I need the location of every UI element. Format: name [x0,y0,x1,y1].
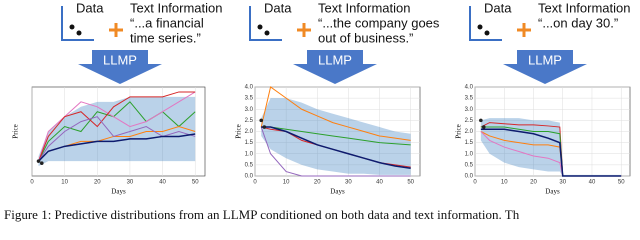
x-tick-label: 40 [159,180,166,186]
y-tick-label: 1.0 [245,151,254,157]
page: {"panels": [ {"data_label": "Data", "tex… [4,0,631,222]
series-line [261,126,411,146]
y-tick-label: 0.0 [245,174,254,180]
arrow [78,50,162,84]
data-icon-dot [477,24,483,30]
quote-line: “...the company goes [318,15,440,30]
x-tick-label: 20 [530,180,537,186]
quantile-band [38,96,196,167]
quote-line: time series.” [130,30,201,45]
y-tick-label: 3.5 [465,96,474,102]
figure: Figure 1: Predictive distributions from … [4,0,631,222]
y-axis-label: Price [235,124,243,138]
model-label: LLMP [528,52,562,67]
x-tick-label: 50 [192,180,199,186]
x-axis-label: Days [330,188,345,196]
series-line [260,126,411,177]
x-tick-label: 30 [559,180,566,186]
text-info-label: Text Information [130,0,223,15]
y-axis-label: Price [12,124,20,138]
observed-point [39,161,44,165]
y-tick-label: 3.0 [245,107,254,113]
caption: Figure 1: Predictive distributions from … [4,207,520,222]
data-icon-axes [249,6,282,41]
y-tick-label: 4.0 [465,85,474,91]
series-line [37,133,196,162]
observed-point [481,125,486,129]
quote-line: “...on day 30.” [538,15,618,30]
series-line [480,128,622,177]
y-tick-label: 2.5 [465,118,474,124]
model-label: LLMP [103,52,137,67]
x-tick-label: 30 [127,180,134,186]
y-tick-label: 0.0 [465,174,474,180]
x-axis-label: Days [111,188,126,196]
x-tick-label: 10 [501,180,508,186]
x-tick-label: 50 [618,180,625,186]
y-tick-label: 2.5 [245,118,254,124]
model-label: LLMP [318,52,352,67]
x-tick-label: 0 [473,180,477,186]
x-tick-label: 20 [314,180,321,186]
data-label: Data [484,0,512,15]
x-tick-label: 50 [407,180,414,186]
y-tick-label: 2.0 [245,129,254,135]
plus-sign [517,23,531,37]
y-tick-label: 2.0 [465,129,474,135]
observed-point [36,159,41,163]
data-icon-dot [69,24,75,30]
data-icon-dot [264,30,270,36]
quote-line: out of business.” [318,30,413,45]
x-tick-label: 10 [61,180,68,186]
x-tick-label: 40 [376,180,383,186]
x-tick-label: 30 [345,180,352,186]
y-tick-label: 0.5 [245,162,254,168]
data-icon-dot [76,30,82,36]
data-label: Data [76,0,104,15]
x-tick-label: 10 [283,180,290,186]
arrow [503,50,587,84]
data-icon-axes [469,6,502,41]
quantile-band [480,118,622,176]
series-line [260,86,411,141]
y-tick-label: 4.0 [245,85,254,91]
data-icon-dot [257,24,263,30]
y-tick-label: 1.5 [245,140,254,146]
observed-point [479,118,483,123]
data-icon-dot [484,30,490,36]
observed-point [259,118,264,123]
series-line [38,91,196,162]
quote-line: “...a financial [130,15,204,30]
text-info-label: Text Information [318,0,411,15]
y-axis-label: Price [455,124,463,138]
x-axis-label: Days [545,188,560,196]
y-tick-label: 1.5 [465,140,474,146]
series-line [38,91,196,162]
x-tick-label: 0 [253,180,257,186]
arrow [293,50,377,84]
x-tick-label: 40 [589,180,596,186]
plus-sign [297,23,311,37]
series-line [38,116,196,162]
series-line [261,126,411,169]
data-label: Data [264,0,292,15]
y-tick-label: 1.0 [465,151,474,157]
x-tick-label: 0 [30,180,34,186]
y-tick-label: 3.0 [465,107,474,113]
y-tick-label: 0.5 [465,162,474,168]
text-info-label: Text Information [538,0,631,15]
x-tick-label: 20 [94,180,101,186]
plus-sign [109,23,123,37]
observed-point [262,125,267,129]
data-icon-axes [61,6,94,41]
y-tick-label: 3.5 [245,96,254,102]
